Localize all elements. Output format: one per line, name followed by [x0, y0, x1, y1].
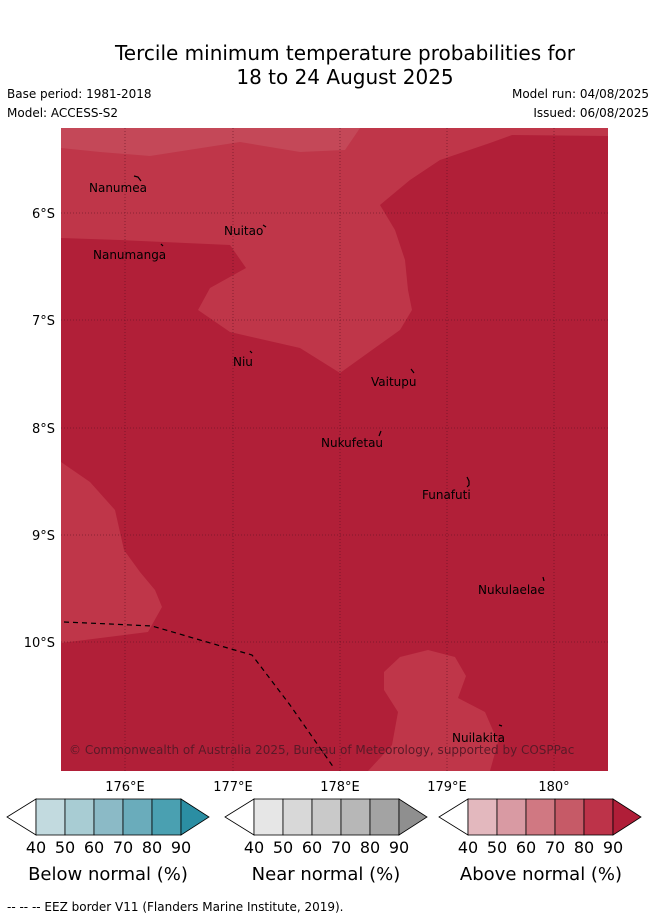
- above-tick-90: 90: [603, 838, 623, 857]
- above-tick-50: 50: [487, 838, 507, 857]
- map-title-line2: 18 to 24 August 2025: [236, 65, 454, 89]
- place-label-nuitao: Nuitao: [224, 224, 263, 238]
- below-tick-70: 70: [113, 838, 133, 857]
- near-tick-80: 80: [360, 838, 380, 857]
- lat-label-10s: 10°S: [24, 636, 55, 651]
- near-tick-50: 50: [273, 838, 293, 857]
- base-period: Base period: 1981-2018: [7, 87, 152, 101]
- above-tick-60: 60: [516, 838, 536, 857]
- place-label-nuilakita: Nuilakita: [452, 731, 505, 745]
- near-tick-70: 70: [331, 838, 351, 857]
- lat-label-8s: 8°S: [32, 422, 55, 437]
- model-run: Model run: 04/08/2025: [511, 87, 649, 101]
- legend-label-above-normal: Above normal (%): [460, 864, 622, 885]
- island-outlines: [133, 175, 545, 727]
- light-region-south: [368, 650, 498, 771]
- issued-date: Issued: 06/08/2025: [533, 106, 649, 120]
- place-label-nanumanga: Nanumanga: [93, 248, 166, 262]
- place-label-funafuti: Funafuti: [422, 488, 471, 502]
- eez-footer-note: -- -- -- EEZ border V11 (Flanders Marine…: [7, 900, 344, 914]
- above-tick-40: 40: [458, 838, 478, 857]
- model-name: Model: ACCESS-S2: [7, 106, 119, 120]
- place-label-niu: Niu: [233, 355, 253, 369]
- lon-label-176e: 176°E: [105, 780, 145, 795]
- lat-label-9s: 9°S: [32, 529, 55, 544]
- lon-label-180: 180°: [538, 780, 569, 795]
- above-tick-70: 70: [545, 838, 565, 857]
- lon-label-177e: 177°E: [213, 780, 253, 795]
- near-tick-40: 40: [244, 838, 264, 857]
- place-label-nukulaelae: Nukulaelae: [478, 583, 545, 597]
- place-label-nanumea: Nanumea: [89, 181, 147, 195]
- colorbar-below-normal: [6, 798, 210, 836]
- below-tick-80: 80: [142, 838, 162, 857]
- light-region-top-strip: [61, 128, 360, 156]
- near-tick-90: 90: [389, 838, 409, 857]
- colorbar-above-normal: [438, 798, 642, 836]
- near-tick-60: 60: [302, 838, 322, 857]
- lon-label-178e: 178°E: [320, 780, 360, 795]
- lon-label-179e: 179°E: [427, 780, 467, 795]
- light-region-north: [61, 128, 608, 373]
- map-title-line1: Tercile minimum temperature probabilitie…: [114, 41, 576, 65]
- lat-label-7s: 7°S: [32, 314, 55, 329]
- lat-label-6s: 6°S: [32, 207, 55, 222]
- below-tick-50: 50: [55, 838, 75, 857]
- light-region-west: [61, 462, 162, 643]
- below-tick-40: 40: [26, 838, 46, 857]
- place-label-vaitupu: Vaitupu: [371, 375, 417, 389]
- below-tick-60: 60: [84, 838, 104, 857]
- place-label-nukufetau: Nukufetau: [321, 436, 383, 450]
- copyright-notice: © Commonwealth of Australia 2025, Bureau…: [69, 743, 574, 757]
- above-tick-80: 80: [574, 838, 594, 857]
- legend-label-below-normal: Below normal (%): [28, 864, 188, 885]
- eez-border: [63, 621, 335, 769]
- grid-lines: [61, 128, 608, 771]
- colorbar-near-normal: [224, 798, 428, 836]
- legend-label-near-normal: Near normal (%): [252, 864, 401, 885]
- below-tick-90: 90: [171, 838, 191, 857]
